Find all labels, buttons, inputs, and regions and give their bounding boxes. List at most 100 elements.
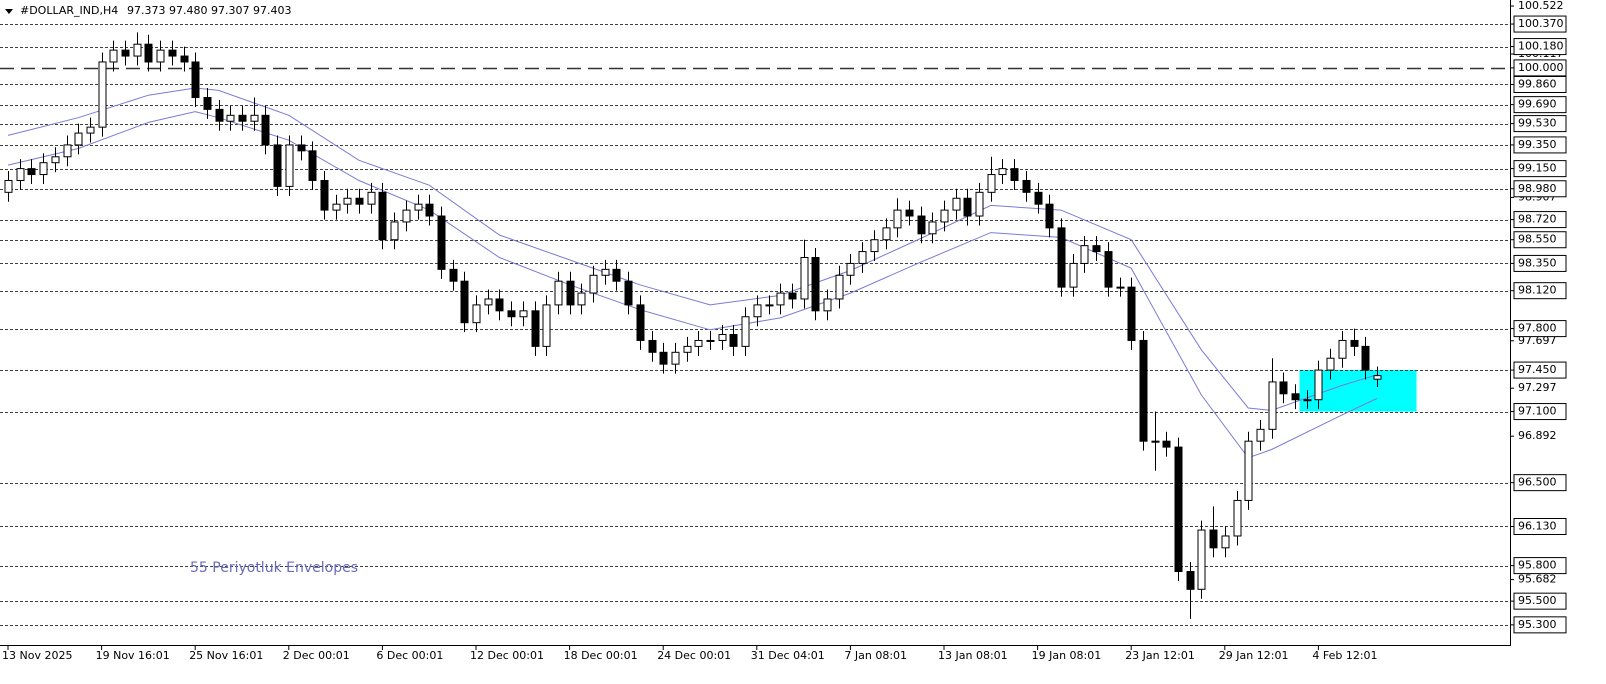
candle-body	[332, 203, 341, 211]
level-label-box	[1513, 59, 1567, 77]
candle-body	[378, 191, 387, 241]
candle-body	[519, 310, 528, 318]
candle-body	[261, 114, 270, 146]
x-tick-label: 6 Dec 00:01	[376, 649, 443, 662]
candle-body	[449, 268, 458, 282]
candle-body	[507, 310, 516, 318]
level-label-box	[1513, 474, 1567, 492]
candle-body	[928, 221, 937, 235]
level-label-box	[1513, 96, 1567, 114]
level-label: 97.450	[1518, 363, 1557, 376]
level-label-box	[1513, 320, 1567, 338]
level-label: 95.800	[1518, 559, 1557, 572]
x-tick-label: 23 Jan 12:01	[1125, 649, 1195, 662]
candle-body	[1104, 251, 1113, 288]
candle-body	[800, 257, 809, 300]
candle-body	[1221, 535, 1230, 549]
candle-body	[694, 339, 703, 347]
x-tick-label: 12 Dec 00:01	[470, 649, 544, 662]
candle-body	[589, 274, 598, 294]
level-label-box	[1513, 557, 1567, 575]
level-label-box	[1513, 180, 1567, 198]
candle-body	[753, 304, 762, 318]
level-label-box	[1513, 38, 1567, 56]
candle-body	[882, 227, 891, 241]
candle-body	[1010, 168, 1019, 181]
level-label-box	[1513, 403, 1567, 421]
level-label-box	[1513, 592, 1567, 610]
candle-body	[63, 144, 72, 158]
x-tick-label: 13 Nov 2025	[2, 649, 72, 662]
x-tick-label: 13 Jan 08:01	[938, 649, 1008, 662]
level-label-box	[1513, 136, 1567, 154]
candle-body	[601, 268, 610, 276]
candle-body	[542, 304, 551, 347]
level-label: 100.370	[1518, 17, 1564, 30]
candle-body	[577, 292, 586, 306]
candle-body	[86, 126, 95, 134]
candle-body	[788, 292, 797, 300]
candle-body	[566, 280, 575, 306]
candle-body	[133, 43, 142, 57]
level-label-box	[1513, 15, 1567, 33]
candle-body	[1244, 440, 1253, 501]
candle-body	[320, 179, 329, 211]
level-label: 100.000	[1518, 61, 1564, 74]
candle-body	[1268, 381, 1277, 430]
x-tick-label: 4 Feb 12:01	[1312, 649, 1377, 662]
candle-body	[811, 257, 820, 312]
candle-body	[226, 114, 235, 122]
x-tick-label: 31 Dec 04:01	[751, 649, 825, 662]
candle-body	[437, 215, 446, 270]
level-label-box	[1513, 211, 1567, 229]
candle-body	[905, 209, 914, 217]
candle-body	[1314, 369, 1323, 401]
candle-body	[917, 215, 926, 235]
candle-body	[215, 108, 224, 122]
level-label: 98.980	[1518, 182, 1557, 195]
candle-body	[1338, 339, 1347, 359]
candle-body	[1162, 440, 1171, 448]
level-label: 99.690	[1518, 98, 1557, 111]
candle-body	[1151, 440, 1160, 443]
candle-body	[1022, 179, 1031, 193]
level-label-box	[1513, 231, 1567, 249]
candle-body	[156, 49, 165, 63]
x-tick-label: 29 Jan 12:01	[1219, 649, 1289, 662]
menu-arrow[interactable]	[5, 9, 13, 14]
plot-area	[0, 24, 1510, 626]
level-label: 99.150	[1518, 162, 1557, 175]
candle-body	[1045, 203, 1054, 229]
candle-body	[987, 174, 996, 193]
level-label-box	[1513, 282, 1567, 300]
candle-body	[121, 49, 130, 57]
candle-body	[1034, 191, 1043, 205]
level-label: 95.500	[1518, 594, 1557, 607]
candle-body	[16, 168, 25, 181]
level-label: 97.800	[1518, 322, 1557, 335]
level-label: 98.550	[1518, 233, 1557, 246]
candle-body	[343, 197, 352, 205]
candle-body	[238, 114, 247, 122]
level-label: 97.100	[1518, 405, 1557, 418]
candle-body	[4, 179, 13, 193]
level-label: 96.500	[1518, 476, 1557, 489]
candle-body	[402, 209, 411, 223]
candle-body	[297, 144, 306, 152]
level-label: 100.180	[1518, 40, 1564, 53]
candle-body	[1186, 571, 1195, 590]
level-label: 98.350	[1518, 256, 1557, 269]
envelope-line	[7, 111, 1378, 459]
candle-body	[191, 61, 200, 99]
candle-body	[180, 55, 189, 63]
x-tick-label: 24 Dec 00:01	[657, 649, 731, 662]
y-tick-label: 97.297	[1518, 381, 1557, 394]
candle-body	[250, 114, 259, 122]
quote: 97.373 97.480 97.307 97.403	[127, 4, 291, 17]
level-label-box	[1513, 254, 1567, 272]
candle-body	[648, 339, 657, 353]
candle-body	[741, 316, 750, 347]
candle-body	[835, 274, 844, 300]
candle-body	[1256, 428, 1265, 442]
candle-body	[940, 209, 949, 223]
